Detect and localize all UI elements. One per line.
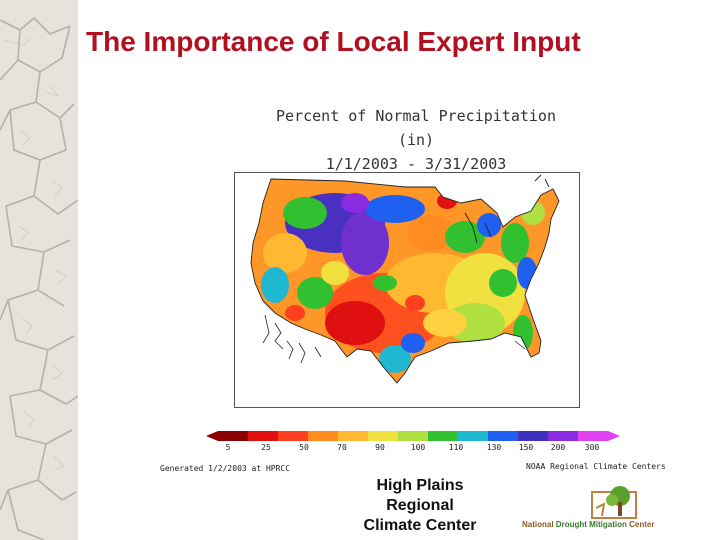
legend-label: 100: [410, 443, 426, 452]
legend-label: 150: [518, 443, 534, 452]
hprcc-line2: Regional: [386, 497, 454, 514]
legend-swatch: [218, 431, 249, 441]
source-note: NOAA Regional Climate Centers: [526, 462, 666, 471]
map-title-line2: 1/1/2003 - 3/31/2003: [325, 155, 507, 173]
legend-swatch: [308, 431, 339, 441]
legend-arrow-right: [608, 431, 620, 441]
generated-note: Generated 1/2/2003 at HPRCC: [160, 464, 291, 473]
legend-arrow-left: [206, 431, 218, 441]
ndmc-word3: Center: [629, 520, 655, 529]
legend-swatch: [578, 431, 609, 441]
legend-swatch: [368, 431, 399, 441]
precipitation-legend: [206, 429, 620, 441]
legend-swatch: [518, 431, 549, 441]
legend-swatch: [428, 431, 459, 441]
map-title: Percent of Normal Precipitation (in) 1/1…: [256, 104, 576, 176]
cracked-earth-border: [0, 0, 78, 540]
ndmc-word2: Drought Mitigation: [555, 520, 627, 529]
slide-title: The Importance of Local Expert Input: [86, 26, 581, 57]
map-title-line1: Percent of Normal Precipitation (in): [276, 107, 556, 149]
legend-swatch: [278, 431, 309, 441]
legend-swatch: [548, 431, 579, 441]
legend-swatch: [338, 431, 369, 441]
legend-swatch: [398, 431, 429, 441]
legend-label: 300: [584, 443, 600, 452]
ndmc-word1: National: [522, 520, 554, 529]
legend-label: 50: [299, 443, 309, 452]
legend-label: 200: [550, 443, 566, 452]
legend-label: 130: [486, 443, 502, 452]
legend-label: 110: [448, 443, 464, 452]
legend-labels: 5 25 50 70 90 100 110 130 150 200 300: [220, 443, 610, 455]
legend-swatch: [488, 431, 519, 441]
legend-swatch: [458, 431, 489, 441]
hprcc-line3: Climate Center: [363, 517, 477, 534]
legend-swatch: [248, 431, 279, 441]
precipitation-map: [234, 172, 580, 408]
hprcc-credit: High Plains Regional Climate Center: [344, 476, 496, 536]
ndmc-tree-logo-icon: [590, 482, 638, 522]
legend-label: 90: [375, 443, 385, 452]
legend-label: 5: [225, 443, 231, 452]
ndmc-credit: National Drought Mitigation Center: [522, 520, 654, 529]
legend-label: 25: [261, 443, 271, 452]
hprcc-line1: High Plains: [376, 477, 464, 494]
legend-label: 70: [337, 443, 347, 452]
